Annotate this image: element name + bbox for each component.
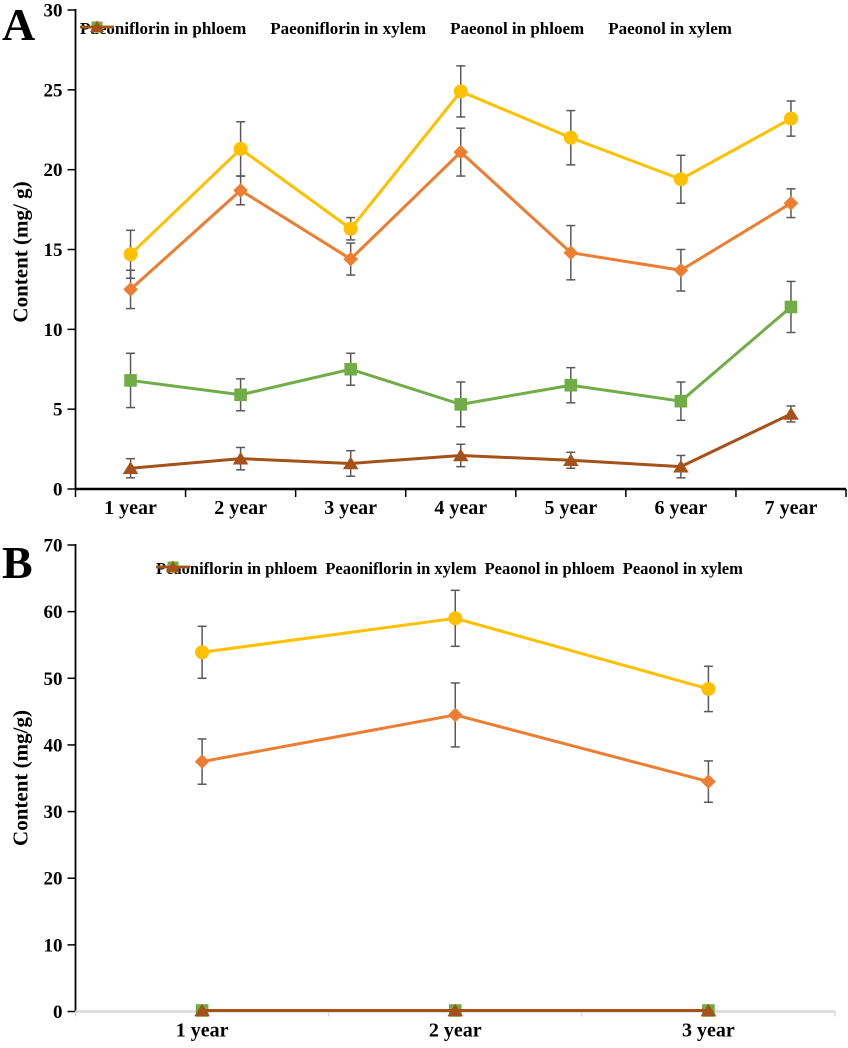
data-point-marker (343, 221, 358, 236)
x-category-label: 5 year (544, 497, 597, 519)
data-point-marker (783, 195, 799, 211)
legend-label: Paeoniflorin in xylem (270, 19, 427, 38)
legend-label: Paeoniflorin in phloem (80, 19, 247, 38)
y-tick-label: 0 (53, 1002, 63, 1023)
y-tick-label: 15 (44, 240, 63, 261)
legend-label: Paeonol in phloem (450, 19, 585, 38)
series-circle (123, 65, 798, 279)
x-category-label: 2 year (214, 497, 267, 519)
x-category-label: 7 year (765, 497, 818, 519)
legend-marker (90, 21, 104, 32)
y-tick-label: 40 (44, 735, 63, 756)
data-point-marker (195, 645, 210, 660)
y-tick-label: 10 (44, 320, 63, 341)
legend-label: Paeonol in xylem (608, 19, 732, 38)
triangle-legend-marker-icon (156, 561, 190, 572)
y-tick-label: 25 (44, 80, 63, 101)
series-triangle (122, 405, 799, 479)
legend-label: Peaoniflorin in phloem (156, 559, 318, 578)
data-point-marker (701, 774, 716, 789)
data-point-marker (452, 448, 469, 462)
legend-item: Paeonol in phloem (80, 19, 585, 39)
legend-marker (166, 561, 180, 572)
data-point-marker (233, 141, 248, 156)
x-category-label: 6 year (655, 497, 708, 519)
triangle-legend-marker-icon (80, 21, 114, 32)
data-point-marker (194, 754, 210, 769)
series-circle (195, 589, 716, 713)
data-point-marker (342, 456, 359, 470)
x-category-label: 1 year (176, 1020, 229, 1042)
data-point-marker (673, 459, 689, 473)
y-tick-label: 30 (44, 1, 63, 22)
legend-item: Peaoniflorin in xylem (156, 559, 477, 579)
data-point-marker (447, 1003, 464, 1017)
data-point-marker (673, 172, 688, 187)
data-point-marker (233, 183, 248, 198)
legend-item: Paeonol in xylem (80, 19, 732, 39)
panel-b: 0 10 20 30 40 50 60 70 1 year 2 year 3 year B Cont… (0, 524, 848, 1048)
data-point-marker (448, 611, 463, 626)
data-point-marker (564, 378, 578, 392)
data-point-marker (563, 130, 578, 145)
x-category-label: 2 year (429, 1020, 482, 1042)
data-point-marker (123, 247, 138, 262)
series-square (124, 280, 798, 428)
data-point-marker (123, 282, 138, 297)
x-category-label: 3 year (324, 497, 377, 519)
data-point-marker (701, 681, 716, 696)
data-point-marker (344, 362, 357, 376)
series-diamond (123, 127, 799, 310)
legend-label: Peaonol in xylem (622, 559, 743, 578)
data-point-marker (783, 111, 798, 126)
data-point-marker (700, 1003, 717, 1017)
legend-label: Peaoniflorin in xylem (325, 559, 477, 578)
data-point-marker (232, 451, 249, 465)
panel-a-y-axis-title: Content (mg/ g) (8, 181, 33, 323)
panel-b-letter: B (2, 537, 33, 588)
x-category-label: 3 year (682, 1020, 735, 1042)
data-point-marker (447, 707, 463, 723)
data-point-marker (343, 251, 358, 267)
data-point-marker (194, 1003, 210, 1017)
y-tick-label: 10 (44, 935, 63, 956)
y-tick-label: 60 (44, 602, 63, 623)
data-point-marker (234, 388, 247, 402)
x-category-label: 4 year (434, 497, 487, 519)
legend-label: Peaonol in phloem (484, 559, 615, 578)
y-tick-label: 20 (44, 869, 63, 890)
series-diamond (194, 682, 716, 803)
y-tick-label: 0 (53, 480, 63, 501)
data-point-marker (122, 461, 139, 475)
panel-a-legend: Paeoniflorin in phloem Paeoniflorin in xy… (80, 19, 732, 39)
y-tick-label: 70 (44, 536, 63, 557)
panel-b-legend: Peaoniflorin in phloem Peaoniflorin in xy… (156, 559, 743, 579)
data-point-marker (563, 245, 579, 260)
panel-a-letter: A (2, 0, 36, 50)
series-triangle (194, 1003, 717, 1017)
data-point-marker (674, 394, 688, 408)
panel-b-chart: 0 10 20 30 40 50 60 70 1 year 2 year 3 year (44, 536, 836, 1042)
legend-item: Peaonol in phloem (156, 559, 615, 579)
legend-item: Paeoniflorin in xylem (80, 19, 427, 39)
y-tick-label: 5 (53, 400, 63, 421)
y-tick-label: 50 (44, 669, 63, 690)
data-point-marker (124, 374, 137, 387)
x-category-label: 1 year (104, 497, 157, 519)
data-point-marker (454, 398, 468, 411)
panel-a-chart: 0 5 10 15 20 25 30 1 year 2 year 3 year 4 year 5 ye… (44, 1, 847, 519)
data-point-marker (783, 407, 799, 420)
data-point-marker (453, 84, 468, 99)
y-tick-label: 30 (44, 802, 63, 823)
y-tick-label: 20 (44, 160, 63, 181)
data-point-marker (453, 144, 469, 160)
panel-a: 0 5 10 15 20 25 30 1 year 2 year 3 year 4 year 5 ye… (2, 0, 847, 519)
data-point-marker (784, 300, 798, 314)
panel-b-y-axis-title: Content (mg/g) (8, 710, 33, 846)
legend-item: Peaonol in xylem (156, 559, 743, 579)
data-point-marker (673, 262, 689, 278)
data-point-marker (563, 453, 579, 467)
